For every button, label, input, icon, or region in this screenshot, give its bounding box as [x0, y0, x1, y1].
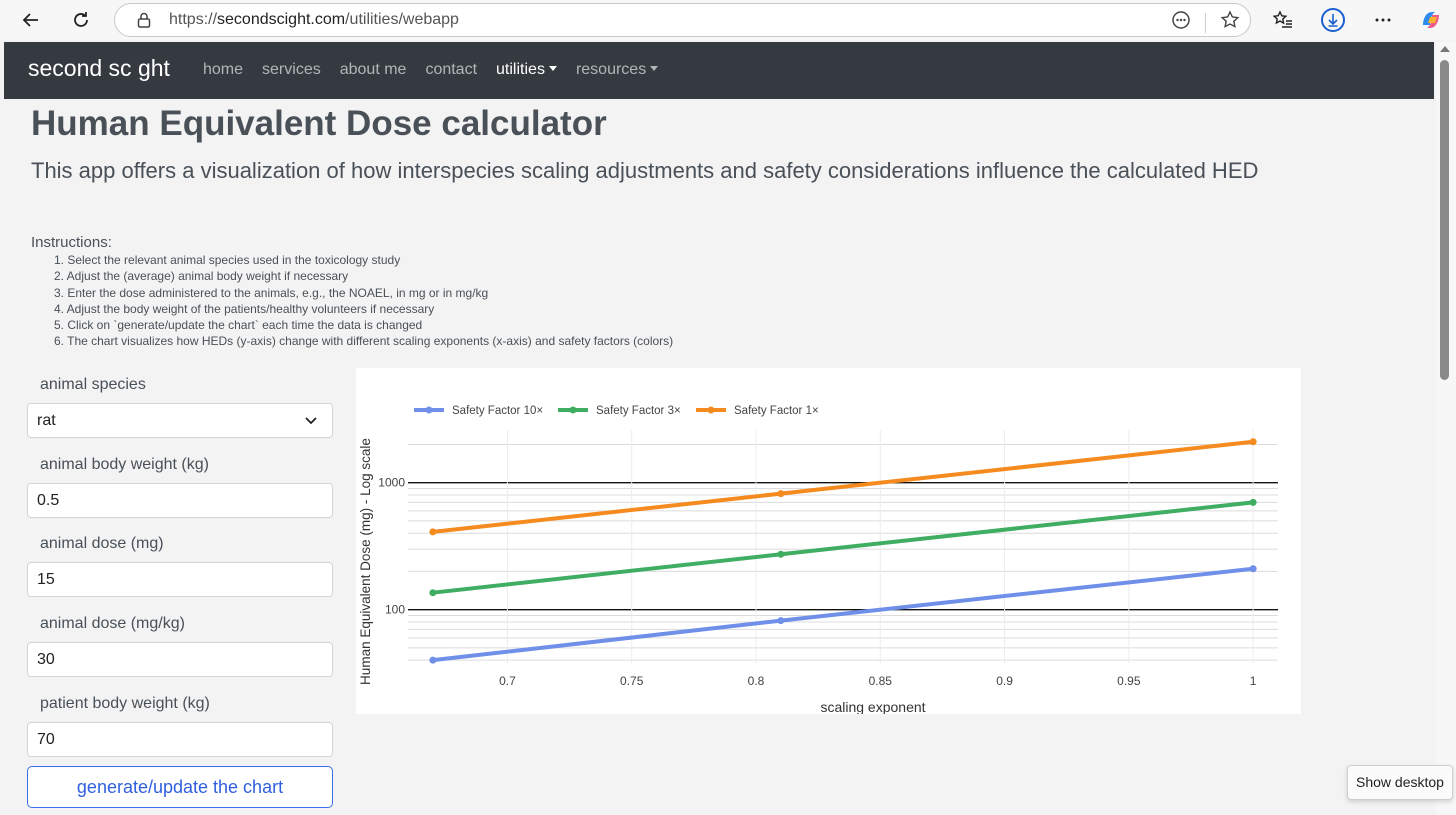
favorites-list-icon[interactable] — [1268, 6, 1298, 34]
refresh-icon[interactable] — [66, 6, 96, 34]
page-title: Human Equivalent Dose calculator — [31, 104, 607, 143]
patient-weight-label: patient body weight (kg) — [40, 695, 210, 712]
instruction-item: 2. Adjust the (average) animal body weig… — [54, 269, 349, 284]
x-tick-label: 0.9 — [996, 674, 1013, 688]
data-point — [777, 490, 785, 498]
chevron-down-icon — [304, 413, 318, 432]
legend-marker — [425, 406, 433, 414]
copilot-icon[interactable] — [1416, 6, 1446, 34]
data-point — [429, 589, 437, 597]
data-point — [777, 550, 785, 558]
page-lead: This app offers a visualization of how i… — [31, 158, 1259, 183]
instruction-item: 6. The chart visualizes how HEDs (y-axis… — [54, 334, 674, 349]
nav-contact[interactable]: contact — [425, 61, 478, 78]
nav-utilities-dropdown[interactable]: utilities — [496, 61, 557, 79]
dose-mg-label: animal dose (mg) — [40, 535, 164, 552]
more-menu-icon[interactable] — [1368, 6, 1398, 34]
instructions-heading: Instructions: — [31, 234, 112, 251]
legend-marker — [569, 406, 577, 414]
legend-label: Safety Factor 10× — [452, 405, 543, 417]
legend-label: Safety Factor 1× — [734, 405, 819, 417]
favorite-star-icon[interactable] — [1220, 10, 1240, 35]
more-options-circle-icon[interactable] — [1171, 10, 1191, 35]
nav-services[interactable]: services — [262, 61, 321, 78]
series-line — [432, 439, 1254, 534]
y-tick-label: 1000 — [378, 476, 405, 490]
nav-links: home services about me contact utilities… — [203, 61, 677, 79]
x-axis-title: scaling exponent — [820, 699, 925, 714]
series-line — [432, 500, 1254, 595]
data-point — [429, 528, 437, 536]
download-icon[interactable] — [1318, 6, 1348, 34]
x-tick-label: 0.8 — [748, 674, 765, 688]
x-tick-label: 0.75 — [620, 674, 644, 688]
instruction-item: 5. Click on `generate/update the chart` … — [54, 318, 423, 333]
y-axis-title: Human Equivalent Dose (mg) - Log scale — [358, 438, 373, 685]
x-tick-label: 0.7 — [499, 674, 516, 688]
site-navbar: second sc ght home services about me con… — [4, 42, 1434, 99]
nav-resources-label: resources — [575, 61, 647, 78]
data-point — [777, 617, 785, 625]
caret-down-icon — [548, 66, 557, 71]
species-value: rat — [37, 412, 56, 429]
data-point — [1249, 565, 1257, 573]
nav-utilities-label: utilities — [496, 61, 545, 78]
x-tick-label: 0.85 — [869, 674, 893, 688]
lock-icon[interactable] — [135, 11, 153, 29]
y-tick-label: 100 — [385, 603, 405, 617]
species-select[interactable]: rat — [27, 403, 333, 438]
nav-resources-dropdown[interactable]: resources — [575, 61, 659, 79]
url-host: secondscight.com — [217, 11, 346, 28]
legend-marker — [707, 406, 715, 414]
url-path: /utilities/webapp — [345, 11, 459, 28]
address-bar[interactable]: https://secondscight.com/utilities/webap… — [114, 3, 1251, 37]
caret-down-icon — [650, 66, 659, 71]
instruction-item: 1. Select the relevant animal species us… — [54, 253, 401, 267]
dose-mgkg-input[interactable]: 30 — [27, 642, 333, 677]
back-arrow-icon[interactable] — [16, 6, 46, 34]
generate-chart-button[interactable]: generate/update the chart — [27, 766, 333, 808]
legend-label: Safety Factor 3× — [596, 405, 681, 417]
instruction-item: 4. Adjust the body weight of the patient… — [54, 301, 435, 316]
nav-home[interactable]: home — [203, 61, 244, 78]
series-line — [432, 566, 1254, 663]
chart-svg: 0.7 0.75 0.8 0.85 0.9 0.95 1 100 1000 scaling exp… — [358, 405, 1278, 715]
scroll-up-arrow-icon[interactable] — [1440, 46, 1450, 52]
url-separator — [1205, 12, 1206, 33]
instruction-item: 3. Enter the dose administered to the an… — [54, 285, 489, 300]
url-text[interactable]: https://secondscight.com/utilities/webap… — [169, 11, 459, 29]
patient-weight-input[interactable]: 70 — [27, 722, 333, 757]
show-desktop-tooltip: Show desktop — [1347, 765, 1453, 800]
dose-mg-input[interactable]: 15 — [27, 562, 333, 597]
dose-mgkg-label: animal dose (mg/kg) — [40, 615, 185, 632]
data-point — [1249, 438, 1257, 446]
animal-weight-label: animal body weight (kg) — [40, 456, 209, 473]
page-scrollbar[interactable] — [1436, 42, 1456, 815]
hed-chart: 0.7 0.75 0.8 0.85 0.9 0.95 1 100 1000 scaling exp… — [356, 368, 1301, 715]
web-page: second sc ght home services about me con… — [4, 42, 1434, 815]
x-tick-label: 0.95 — [1117, 674, 1141, 688]
scroll-thumb[interactable] — [1440, 60, 1449, 380]
data-point — [429, 656, 437, 664]
url-prefix: https:// — [169, 11, 218, 28]
data-point — [1249, 498, 1257, 506]
x-tick-label: 1 — [1250, 674, 1257, 688]
nav-about-me[interactable]: about me — [339, 61, 407, 78]
instructions-list: 1. Select the relevant animal species us… — [54, 252, 673, 350]
browser-toolbar: https://secondscight.com/utilities/webap… — [0, 0, 1456, 40]
species-label: animal species — [40, 376, 146, 393]
brand-logo[interactable]: second sc ght — [28, 55, 170, 81]
animal-weight-input[interactable]: 0.5 — [27, 483, 333, 518]
